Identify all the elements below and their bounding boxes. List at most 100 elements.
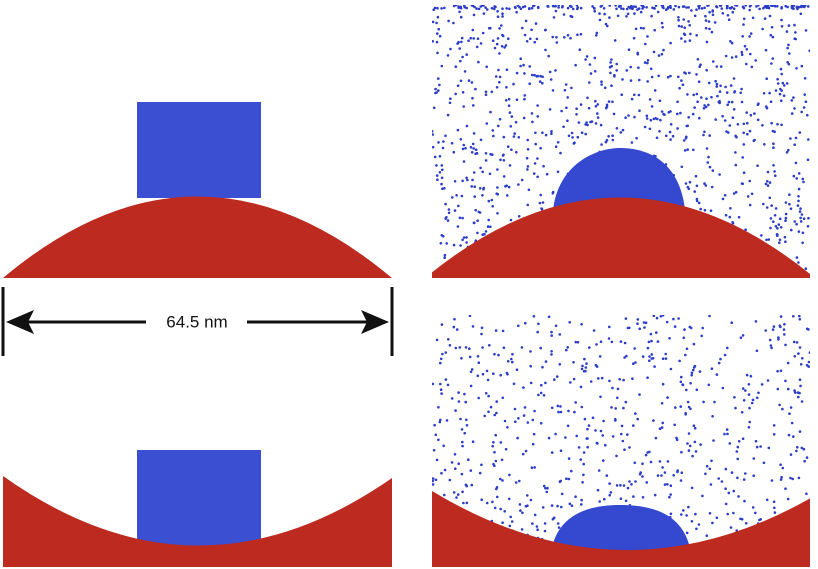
atom xyxy=(507,97,511,101)
atom xyxy=(505,371,509,375)
atom xyxy=(793,389,796,392)
atom xyxy=(435,40,439,44)
atom xyxy=(710,367,714,371)
atom xyxy=(763,143,766,146)
atom xyxy=(487,218,491,222)
atom xyxy=(505,7,509,10)
atom xyxy=(734,163,738,167)
atom xyxy=(784,240,787,243)
atom xyxy=(469,370,473,374)
atom xyxy=(444,217,448,220)
atom xyxy=(711,10,714,13)
atom xyxy=(679,479,683,482)
atom xyxy=(437,27,441,31)
atom xyxy=(776,5,779,8)
atom xyxy=(537,6,540,9)
atom xyxy=(550,353,553,356)
atom xyxy=(687,505,690,509)
atom xyxy=(566,6,570,10)
atom xyxy=(494,329,498,332)
atom xyxy=(436,32,439,35)
atom xyxy=(682,336,686,340)
substrate xyxy=(432,490,810,567)
atom xyxy=(732,511,735,515)
atom xyxy=(708,165,712,169)
atom xyxy=(571,136,574,139)
atom xyxy=(753,112,756,115)
atom xyxy=(528,7,531,10)
atom xyxy=(614,407,617,410)
atom xyxy=(495,487,498,491)
atom xyxy=(685,124,688,128)
atom xyxy=(481,372,485,376)
atom xyxy=(806,113,809,117)
atom xyxy=(740,53,744,56)
atom xyxy=(465,418,468,422)
atom xyxy=(665,134,668,138)
atom xyxy=(463,70,467,73)
atom xyxy=(760,234,763,237)
atom xyxy=(458,216,462,220)
atom xyxy=(675,438,679,442)
atom xyxy=(728,442,732,445)
atom xyxy=(668,130,672,134)
atom xyxy=(478,471,482,475)
atom xyxy=(580,131,584,134)
atom xyxy=(694,512,697,516)
atom xyxy=(551,5,555,8)
atom xyxy=(500,24,503,27)
atom xyxy=(711,13,715,17)
atom xyxy=(797,395,800,399)
atom xyxy=(452,243,456,247)
atom xyxy=(780,25,784,28)
atom xyxy=(766,180,769,183)
atom xyxy=(574,495,577,499)
atom xyxy=(554,145,558,148)
atom xyxy=(516,436,519,440)
atom xyxy=(736,457,739,461)
atom xyxy=(729,84,733,87)
atom xyxy=(803,5,806,9)
atom xyxy=(610,58,613,61)
atom xyxy=(523,72,526,75)
atom xyxy=(799,216,802,220)
atom xyxy=(481,170,485,174)
atom xyxy=(736,123,740,126)
atom xyxy=(638,78,641,82)
atom xyxy=(698,370,702,373)
atom xyxy=(453,209,457,212)
atom xyxy=(731,221,734,224)
atom xyxy=(774,174,777,177)
atom xyxy=(609,71,612,75)
atom xyxy=(795,341,799,344)
atom xyxy=(517,183,520,186)
atom xyxy=(794,161,798,165)
atom xyxy=(594,122,598,125)
atom xyxy=(483,414,487,418)
atom xyxy=(686,93,689,96)
atom xyxy=(537,322,540,326)
atom xyxy=(536,115,539,118)
atom xyxy=(616,396,619,400)
atom xyxy=(781,81,785,85)
atom xyxy=(734,190,738,194)
atom xyxy=(541,201,545,204)
atom xyxy=(554,69,557,72)
atom xyxy=(513,407,517,411)
atom xyxy=(704,19,708,22)
atom xyxy=(660,474,663,477)
atom xyxy=(605,105,609,108)
atom xyxy=(803,459,806,463)
atom xyxy=(465,484,469,488)
atom xyxy=(646,80,649,83)
atom xyxy=(592,329,596,332)
atom xyxy=(788,202,791,206)
atom xyxy=(769,217,773,220)
atom xyxy=(734,55,738,58)
atom xyxy=(791,7,795,10)
atom xyxy=(507,104,511,107)
atom xyxy=(438,171,442,174)
atom xyxy=(514,6,517,10)
atom xyxy=(475,152,479,155)
atom xyxy=(799,12,803,16)
